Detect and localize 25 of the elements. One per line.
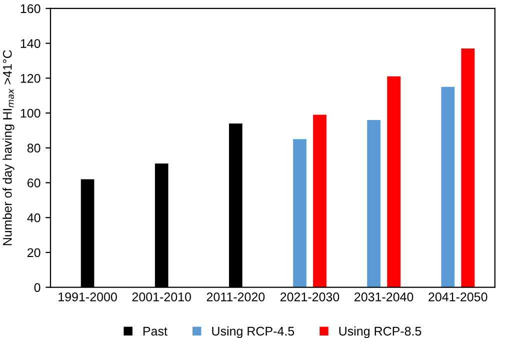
legend-label: Past — [143, 326, 168, 336]
x-tick-label: 2011-2020 — [206, 292, 265, 302]
bar — [367, 120, 380, 288]
y-axis-title: Number of day having HI$_{max}$ >41°C — [2, 50, 14, 246]
y-tick-label: 140 — [20, 39, 40, 48]
bar — [313, 114, 326, 288]
y-tick-label: 120 — [20, 74, 40, 83]
y-tick-label: 20 — [28, 248, 40, 258]
x-tick-label: 2021-2030 — [280, 292, 340, 302]
legend-label: Using RCP-8.5 — [339, 326, 422, 338]
y-tick-label: 40 — [27, 213, 40, 222]
y-tick-label: 80 — [27, 144, 40, 153]
y-tick-label: 0 — [34, 283, 40, 292]
y-tick-label: 60 — [28, 178, 40, 188]
bar — [387, 76, 400, 288]
x-tick-label: 2031-2040 — [354, 292, 414, 302]
bar — [293, 139, 306, 288]
bar — [461, 48, 475, 288]
legend-label: Using RCP-4.5 — [212, 326, 294, 338]
x-tick-label: 2041-2050 — [428, 292, 488, 302]
x-tick-label: 2001-2010 — [132, 292, 192, 302]
y-tick-label: 160 — [20, 4, 40, 14]
y-tick-label: 100 — [20, 108, 40, 118]
x-tick-label: 1991-2000 — [58, 292, 117, 302]
bar — [441, 86, 455, 288]
